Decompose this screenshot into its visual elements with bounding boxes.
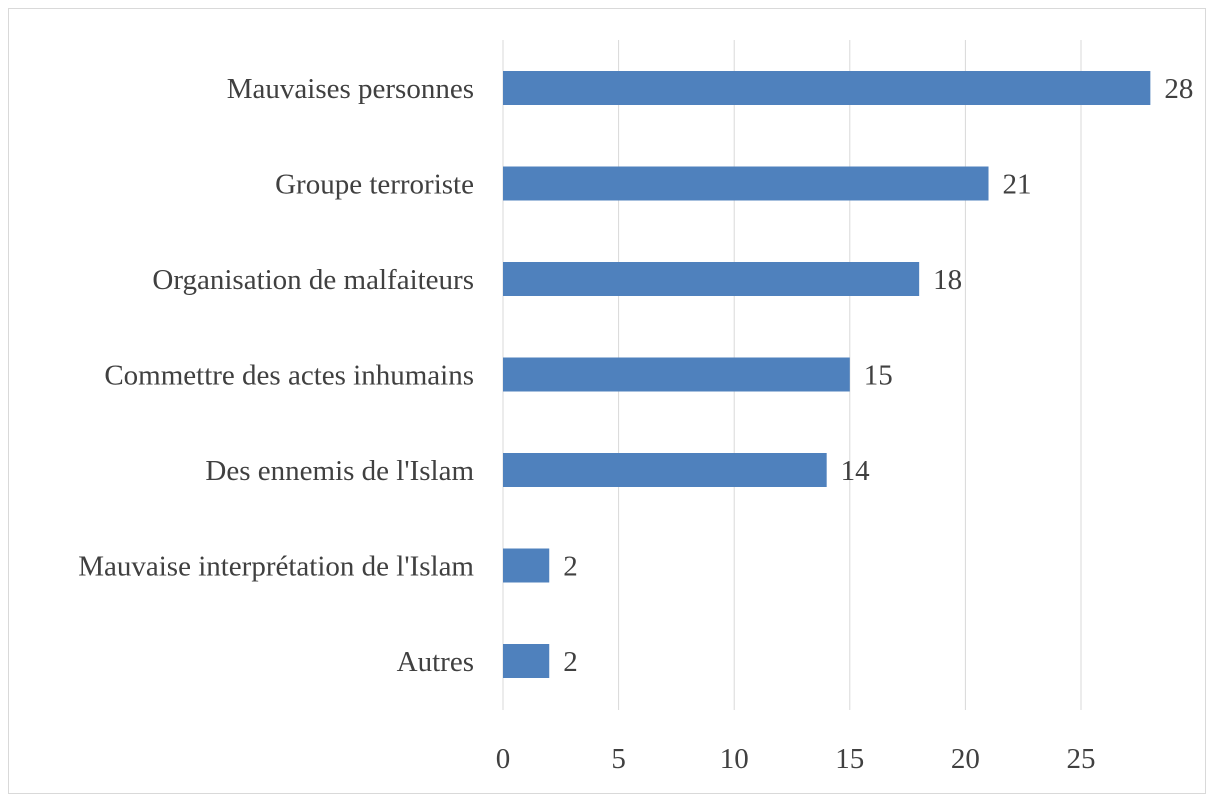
bar (503, 166, 989, 201)
category-labels: Mauvaises personnes Groupe terroriste Orga… (78, 73, 474, 678)
x-tick-label: 5 (611, 743, 626, 775)
x-tick-label: 25 (1067, 743, 1096, 775)
data-label: 2 (563, 551, 578, 583)
x-tick-label: 10 (720, 743, 749, 775)
data-label: 21 (1003, 169, 1032, 201)
category-label: Commettre des actes inhumains (104, 360, 474, 392)
category-label: Mauvaises personnes (227, 73, 474, 105)
x-tick-label: 20 (951, 743, 980, 775)
data-label: 18 (933, 264, 962, 296)
bar (503, 262, 920, 296)
data-label: 28 (1164, 73, 1193, 105)
category-label: Groupe terroriste (275, 169, 474, 201)
bar (503, 548, 550, 583)
chart-area (8, 8, 1206, 794)
x-axis-ticks: 0 5 10 15 20 25 (496, 743, 1096, 775)
bar (503, 71, 1151, 105)
gridlines (502, 40, 1082, 710)
bar (503, 644, 550, 678)
x-tick-label: 15 (835, 743, 864, 775)
data-label: 15 (864, 360, 893, 392)
category-label: Autres (397, 646, 474, 678)
x-tick-label: 0 (496, 743, 511, 775)
bars (503, 71, 1151, 678)
bar (503, 453, 827, 487)
bar (503, 357, 850, 392)
category-label: Des ennemis de l'Islam (205, 455, 474, 487)
data-label: 14 (841, 455, 871, 487)
category-label: Organisation de malfaiteurs (152, 264, 474, 296)
data-label: 2 (563, 646, 578, 678)
data-labels: 28 21 18 15 14 2 2 (563, 73, 1193, 678)
category-label: Mauvaise interprétation de l'Islam (78, 551, 474, 583)
